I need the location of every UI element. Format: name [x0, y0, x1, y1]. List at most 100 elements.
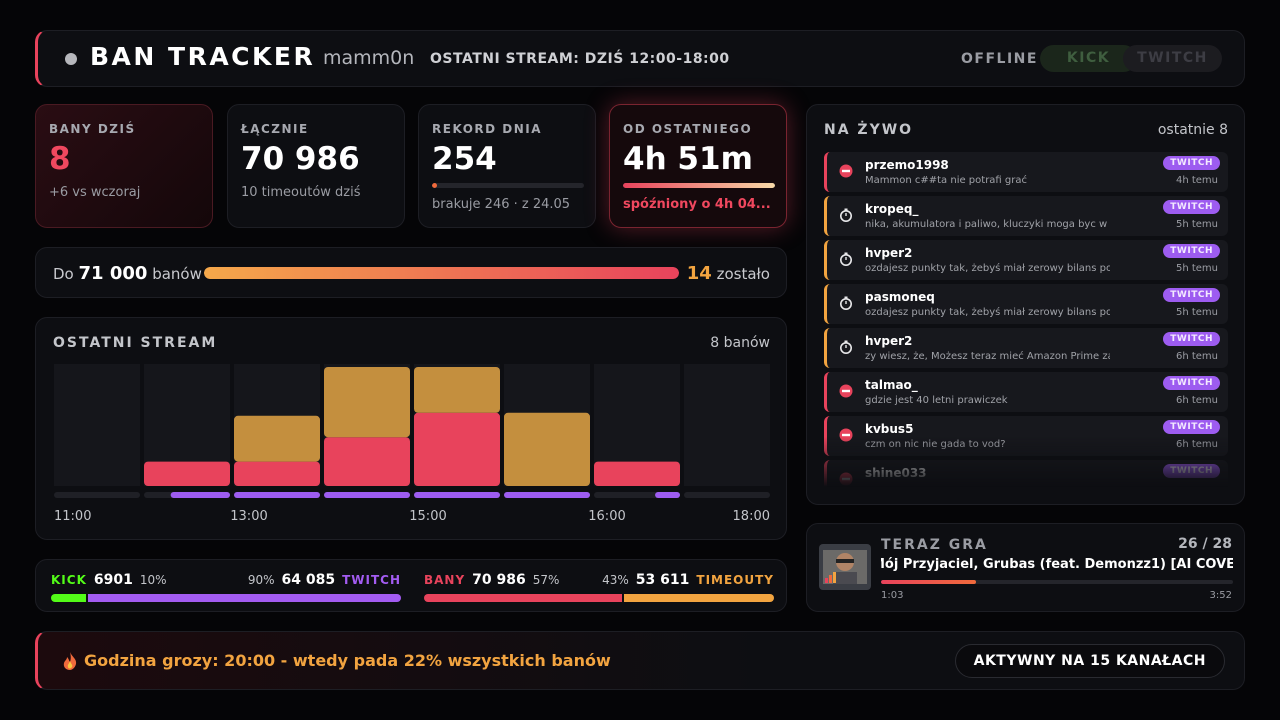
share-track	[684, 492, 770, 498]
remaining-value: 14	[686, 263, 712, 284]
channel-name: mamm0n	[323, 47, 415, 69]
split-right-value: 53 611	[635, 572, 690, 588]
ban-icon	[839, 472, 853, 486]
footer-text: Godzina grozy: 20:00 - wtedy pada 22% ws…	[84, 651, 611, 670]
stat-card: REKORD DNIA 254 brakuje 246 · z 24.05	[418, 104, 596, 228]
timeout-icon	[840, 208, 852, 222]
x-tick-label: 16:00	[588, 509, 625, 524]
split-row: KICK 6901 10% 90% 64 085 TWITCH	[51, 572, 401, 588]
stat-note: spóźniony o 4h 04...	[623, 197, 771, 212]
goal-prefix: Do	[53, 265, 74, 283]
feed-item: kvbus5 czm on nic nie gada to vod? TWITCH 6…	[824, 416, 1228, 456]
feed-user: przemo1998	[865, 158, 949, 172]
feed-message: czm on nic nie gada to vod?	[865, 439, 1006, 450]
split-left-fill	[51, 594, 86, 602]
feed-message: Mammon c##ta nie potrafi grać	[865, 175, 1027, 186]
feed-item: hvper2 zy wiesz, że, Możesz teraz mieć Am…	[824, 328, 1228, 368]
status: OFFLINE	[961, 51, 1038, 67]
twitch-share	[234, 492, 320, 498]
timeout-bar	[504, 412, 590, 486]
stat-value: 8	[49, 141, 71, 177]
stat-card: ŁĄCZNIE 70 986 10 timeoutów dziś	[227, 104, 405, 228]
x-tick-label: 15:00	[409, 509, 446, 524]
split-left-label: BANY	[424, 573, 466, 587]
stat-label: REKORD DNIA	[432, 122, 543, 136]
track-progress-fill	[881, 580, 977, 584]
split-right-fill	[624, 594, 774, 602]
split-right-share: 43%	[602, 573, 629, 587]
feed-time: 6h temu	[1175, 351, 1218, 362]
goal-remaining: 14 zostało	[687, 263, 770, 284]
split-right-label: TWITCH	[342, 573, 401, 587]
feed-item: shine033 TWITCH	[824, 460, 1228, 487]
ban-icon	[839, 164, 853, 178]
stat-card: OD OSTATNIEGO 4h 51m spóźniony o 4h 04..…	[609, 104, 787, 228]
split-right: 90% 64 085 TWITCH	[248, 572, 401, 588]
split-left-value: 70 986	[472, 572, 526, 588]
duration: 3:52	[1209, 590, 1232, 601]
goal-track	[204, 267, 679, 279]
ban-icon	[839, 384, 853, 398]
live-feed: przemo1998 Mammon c##ta nie potrafi grać T…	[807, 151, 1244, 487]
platform-badge: TWITCH	[1163, 156, 1220, 170]
twitch-share	[655, 492, 680, 498]
ban-bar	[324, 437, 410, 486]
timeout-icon	[840, 252, 852, 266]
timeout-icon	[840, 296, 852, 310]
split-row: BANY 70 986 57% 43% 53 611 TIMEOUTY	[424, 572, 774, 588]
goal-fill	[204, 267, 679, 279]
live-count: ostatnie 8	[1157, 122, 1228, 138]
platform-badge: TWITCH	[1163, 376, 1220, 390]
elapsed: 1:03	[881, 590, 904, 601]
split-bar	[51, 594, 401, 602]
ban-bar	[144, 461, 230, 486]
stream-info: OSTATNI STREAM: DZIŚ 12:00-18:00	[430, 51, 730, 67]
x-tick-label: 18:00	[733, 509, 770, 524]
share-track	[54, 492, 140, 498]
split-left-share: 57%	[532, 573, 560, 587]
thumbnail	[819, 544, 871, 590]
split-left-share: 10%	[139, 573, 167, 587]
feed-message: zy wiesz, że, Możesz teraz mieć Amazon P…	[865, 351, 1110, 362]
split-left-label: KICK	[51, 573, 87, 587]
goal-unit: banów	[152, 265, 202, 283]
split-right-share: 90%	[247, 573, 275, 587]
progress-fill	[623, 183, 775, 188]
now-playing: TERAZ GRA 26 / 28 Mój Przyjaciel, Grubas…	[806, 523, 1245, 612]
platform-badge: TWITCH	[1163, 464, 1220, 478]
feed-message: nika, akumulatora i paliwo, kluczyki mog…	[865, 219, 1110, 230]
kick-toggle[interactable]: KICK	[1040, 45, 1137, 72]
stat-card: BANY DZIŚ 8 +6 vs wczoraj	[35, 104, 213, 228]
feed-item: talmao_ gdzie jest 40 letni prawiczek TWIT…	[824, 372, 1228, 412]
platform-badge: TWITCH	[1163, 244, 1220, 258]
feed-message: gdzie jest 40 letni prawiczek	[865, 395, 1008, 406]
twitch-share	[504, 492, 590, 498]
track-title-wrap: Mój Przyjaciel, Grubas (feat. Demonzz1) …	[881, 557, 1233, 572]
stat-value: 254	[432, 141, 497, 177]
x-tick-label: 11:00	[54, 509, 91, 524]
track-progress	[881, 580, 1233, 584]
feed-user: hvper2	[865, 246, 913, 260]
split-left-value: 6901	[93, 572, 133, 588]
feed-time: 6h temu	[1175, 395, 1218, 406]
goal-panel: Do 71 000 banów 14 zostało	[35, 247, 787, 298]
stream-chart: OSTATNI STREAM 8 banów 11:00 13:00 15:00 16…	[35, 317, 787, 540]
feed-time: 5h temu	[1175, 263, 1218, 274]
stat-note: +6 vs wczoraj	[49, 185, 141, 200]
twitch-toggle[interactable]: TWITCH	[1123, 45, 1222, 72]
progress-track	[623, 183, 775, 188]
ban-bar	[414, 412, 500, 486]
x-tick-label: 13:00	[230, 509, 267, 524]
stat-value: 4h 51m	[623, 141, 753, 177]
twitch-share	[324, 492, 410, 498]
timeout-bar	[324, 367, 410, 438]
feed-user: shine033	[865, 466, 927, 480]
column-bg	[54, 364, 140, 486]
feed-user: kropeq_	[865, 202, 919, 216]
split-right-label: TIMEOUTY	[696, 573, 774, 587]
feed-user: kvbus5	[865, 422, 914, 436]
app-title: BAN TRACKER	[90, 42, 316, 71]
progress-track	[432, 183, 584, 188]
feed-item: pasmoneq ozdajesz punkty tak, żebyś miał …	[824, 284, 1228, 324]
split-right: 43% 53 611 TIMEOUTY	[602, 572, 774, 588]
